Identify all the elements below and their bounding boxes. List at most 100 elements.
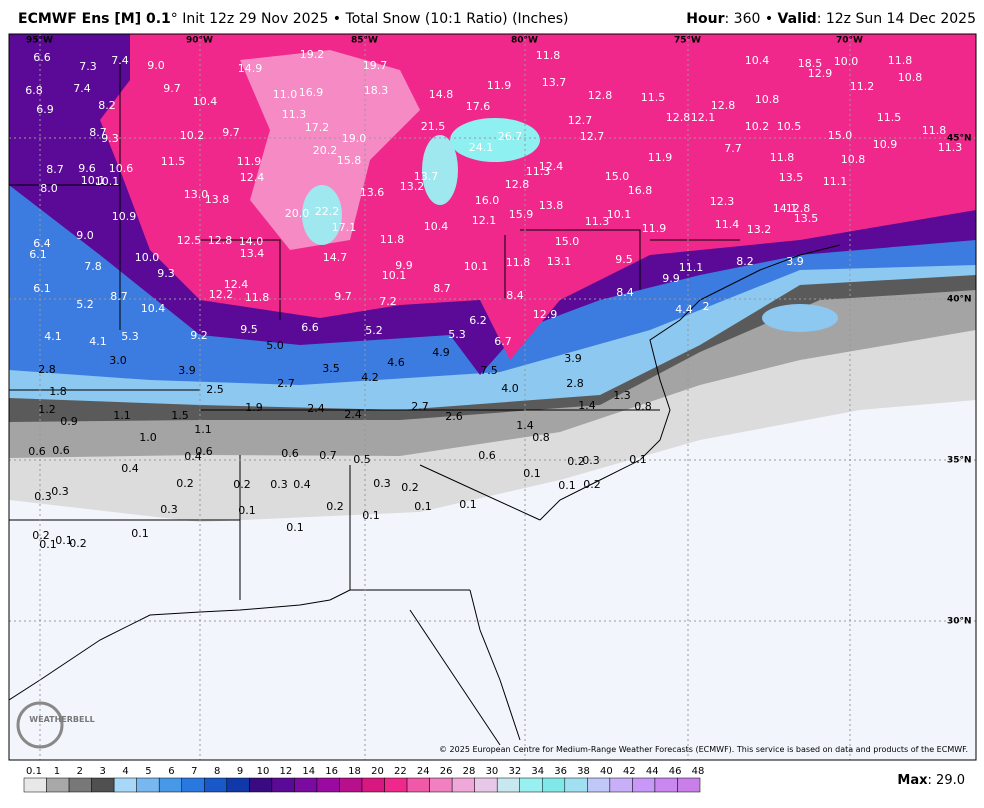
valid-time: Hour: 360 • Valid: 12z Sun 14 Dec 2025 xyxy=(686,11,976,27)
colorbar-tick: 48 xyxy=(692,766,705,777)
colorbar-tick: 7 xyxy=(191,766,197,777)
snow-amount: 20.0 xyxy=(285,207,310,220)
snow-amount: 12.8 xyxy=(505,178,530,191)
snow-amount: 14.7 xyxy=(323,251,348,264)
snow-amount: 12.8 xyxy=(208,234,233,247)
graticule-labels: 95°W 90°W 85°W 80°W 75°W 70°W 45°N 40°N 35°N 30°N xyxy=(26,36,972,627)
colorbar-tick: 0.1 xyxy=(26,766,42,777)
colorbar-cell xyxy=(339,777,363,793)
snow-amount: 14.1 xyxy=(773,202,798,215)
longitude-label: 85°W xyxy=(351,36,378,46)
snow-shade xyxy=(240,50,420,250)
colorbar-cell xyxy=(542,777,566,793)
snow-amount: 6.4 xyxy=(33,237,51,250)
snow-amount: 6.7 xyxy=(494,335,512,348)
snow-amount: 7.5 xyxy=(480,364,498,377)
snow-amount: 12.5 xyxy=(177,234,202,247)
snow-amount: 11.0 xyxy=(273,88,298,101)
snow-amount: 10.1 xyxy=(382,269,407,282)
colorbar-cell xyxy=(68,777,92,793)
map-labels: 6.6 7.3 7.4 9.0 6.8 7.4 6.9 8.2 9.7 10.4 14.9 19.2 1… xyxy=(25,48,962,551)
snow-amount: 2.5 xyxy=(206,383,224,396)
snow-amount: 13.5 xyxy=(794,212,819,225)
colorbar-cell xyxy=(654,777,678,793)
snow-amount: 2.6 xyxy=(445,410,463,423)
snow-shade xyxy=(450,118,540,162)
longitude-label: 75°W xyxy=(674,36,701,46)
title-part: Init 12z 29 Nov 2025 • Total Snow (10:1 … xyxy=(178,11,569,27)
snow-amount: 11.3 xyxy=(585,215,610,228)
longitude-label: 70°W xyxy=(836,36,863,46)
snow-amount: 7.4 xyxy=(73,82,91,95)
snow-amount: 13.7 xyxy=(542,76,567,89)
snow-amount: 13.8 xyxy=(205,193,230,206)
colorbar-tick: 14 xyxy=(302,766,315,777)
copyright: © 2025 European Centre for Medium-Range … xyxy=(439,745,968,754)
latitude-label: 30°N xyxy=(947,617,972,627)
snow-amount: 12.1 xyxy=(472,214,497,227)
colorbar-cell xyxy=(271,777,295,793)
snow-amount: 9.7 xyxy=(163,82,181,95)
snow-amount: 9.7 xyxy=(222,126,240,139)
snow-amount: 11.9 xyxy=(648,151,673,164)
title-part: ECMWF Ens [M] 0.1 xyxy=(18,11,171,27)
snow-amount: 9.7 xyxy=(334,290,352,303)
colorbar-cell xyxy=(91,777,115,793)
colorbar-cell xyxy=(609,777,633,793)
snow-amount: 10.8 xyxy=(841,153,866,166)
title: ECMWF Ens [M] 0.1° Init 12z 29 Nov 2025 … xyxy=(18,11,569,27)
snow-amount: 9.9 xyxy=(662,272,680,285)
snow-amount: 11.3 xyxy=(938,141,963,154)
snow-amount: 15.8 xyxy=(337,154,362,167)
snow-amount: 8.2 xyxy=(736,255,754,268)
snow-amount: 0.2 xyxy=(326,500,344,513)
longitude-label: 80°W xyxy=(511,36,538,46)
snow-amount: 8.7 xyxy=(433,282,451,295)
snow-amount: 10.9 xyxy=(112,210,137,223)
snow-amount: 11.5 xyxy=(161,155,186,168)
snow-amount: 10.1 xyxy=(464,260,489,273)
snow-amount: 0.2 xyxy=(567,455,585,468)
snow-amount: 3.9 xyxy=(564,352,582,365)
snow-amount: 9.5 xyxy=(615,253,633,266)
snow-amount: 6.9 xyxy=(36,103,54,116)
colorbar-cell xyxy=(226,777,250,793)
snow-amount: 2.4 xyxy=(307,402,325,415)
snow-amount: 16.8 xyxy=(628,184,653,197)
colorbar-cell xyxy=(677,777,701,793)
snow-amount: 19.2 xyxy=(300,48,325,61)
snow-amount: 12.8 xyxy=(711,99,736,112)
snow-amount: 3.0 xyxy=(109,354,127,367)
snow-amount: 0.2 xyxy=(583,478,601,491)
snow-amount: 0.3 xyxy=(582,454,600,467)
colorbar-cell xyxy=(587,777,611,793)
snow-amount: 11.8 xyxy=(380,233,405,246)
longitude-label: 90°W xyxy=(186,36,213,46)
snow-amount: 0.1 xyxy=(459,498,477,511)
snow-amount: 0.1 xyxy=(414,500,432,513)
snow-amount: 7.8 xyxy=(84,260,102,273)
max-sep: : xyxy=(928,773,937,788)
colorbar-tick: 26 xyxy=(440,766,453,777)
colorbar-cell xyxy=(406,777,430,793)
snow-amount: 10.6 xyxy=(109,162,134,175)
snow-amount: 0.6 xyxy=(195,445,213,458)
colorbar-cell xyxy=(316,777,340,793)
snow-amount: 1.8 xyxy=(49,385,67,398)
snow-amount: 10.8 xyxy=(755,93,780,106)
colorbar-cell xyxy=(361,777,385,793)
snow-amount: 9.3 xyxy=(101,132,119,145)
title-part: Hour xyxy=(686,11,724,27)
snow-amount: 5.3 xyxy=(121,330,139,343)
snow-amount: 15.0 xyxy=(828,129,853,142)
snow-amount: 1.1 xyxy=(113,409,131,422)
snow-amount: 1.0 xyxy=(139,431,157,444)
colorbar-tick: 18 xyxy=(348,766,361,777)
snow-amount: 11.2 xyxy=(850,80,875,93)
snow-amount: 8.4 xyxy=(616,286,634,299)
colorbar-tick: 20 xyxy=(371,766,384,777)
snow-amount: 19.0 xyxy=(342,132,367,145)
snow-amount: 12.9 xyxy=(533,308,558,321)
snow-amount: 10.4 xyxy=(141,302,166,315)
snow-amount: 0.3 xyxy=(160,503,178,516)
